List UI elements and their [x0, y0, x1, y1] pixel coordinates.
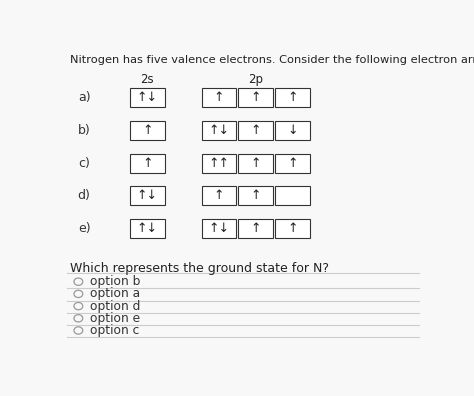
Text: c): c)	[79, 156, 91, 169]
FancyBboxPatch shape	[238, 121, 273, 140]
Text: Which represents the ground state for N?: Which represents the ground state for N?	[70, 263, 329, 276]
FancyBboxPatch shape	[201, 186, 237, 205]
Text: ↑: ↑	[287, 156, 298, 169]
Text: d): d)	[78, 189, 91, 202]
Text: option d: option d	[91, 300, 141, 312]
Text: ↑: ↑	[251, 189, 261, 202]
FancyBboxPatch shape	[238, 88, 273, 107]
Text: a): a)	[78, 91, 91, 104]
Text: option b: option b	[91, 275, 141, 288]
FancyBboxPatch shape	[201, 154, 237, 173]
Text: Nitrogen has five valence electrons. Consider the following electron arrangement: Nitrogen has five valence electrons. Con…	[70, 55, 474, 65]
FancyBboxPatch shape	[275, 121, 310, 140]
FancyBboxPatch shape	[275, 219, 310, 238]
Text: ↑: ↑	[251, 91, 261, 104]
Text: ↑↓: ↑↓	[209, 222, 229, 235]
Text: ↑: ↑	[251, 124, 261, 137]
Text: ↑: ↑	[142, 156, 153, 169]
Text: ↑: ↑	[142, 124, 153, 137]
Text: option a: option a	[91, 287, 141, 301]
FancyBboxPatch shape	[130, 186, 165, 205]
Text: ↑↓: ↑↓	[137, 222, 158, 235]
Text: 2s: 2s	[141, 73, 154, 86]
Text: ↑↓: ↑↓	[137, 91, 158, 104]
FancyBboxPatch shape	[130, 121, 165, 140]
Text: ↑↑: ↑↑	[209, 156, 229, 169]
FancyBboxPatch shape	[130, 219, 165, 238]
Text: ↑: ↑	[251, 156, 261, 169]
FancyBboxPatch shape	[275, 186, 310, 205]
FancyBboxPatch shape	[201, 121, 237, 140]
FancyBboxPatch shape	[275, 154, 310, 173]
FancyBboxPatch shape	[130, 88, 165, 107]
Text: ↑: ↑	[214, 91, 224, 104]
Text: ↑↓: ↑↓	[209, 124, 229, 137]
Text: option c: option c	[91, 324, 140, 337]
Text: 2p: 2p	[248, 73, 263, 86]
FancyBboxPatch shape	[130, 154, 165, 173]
FancyBboxPatch shape	[238, 186, 273, 205]
Text: e): e)	[78, 222, 91, 235]
Text: b): b)	[78, 124, 91, 137]
Text: ↑: ↑	[251, 222, 261, 235]
FancyBboxPatch shape	[238, 154, 273, 173]
FancyBboxPatch shape	[238, 219, 273, 238]
Text: ↑: ↑	[214, 189, 224, 202]
FancyBboxPatch shape	[275, 88, 310, 107]
Text: ↑↓: ↑↓	[137, 189, 158, 202]
Text: ↑: ↑	[287, 222, 298, 235]
Text: ↓: ↓	[287, 124, 298, 137]
Text: ↑: ↑	[287, 91, 298, 104]
Text: option e: option e	[91, 312, 141, 325]
FancyBboxPatch shape	[201, 219, 237, 238]
FancyBboxPatch shape	[201, 88, 237, 107]
